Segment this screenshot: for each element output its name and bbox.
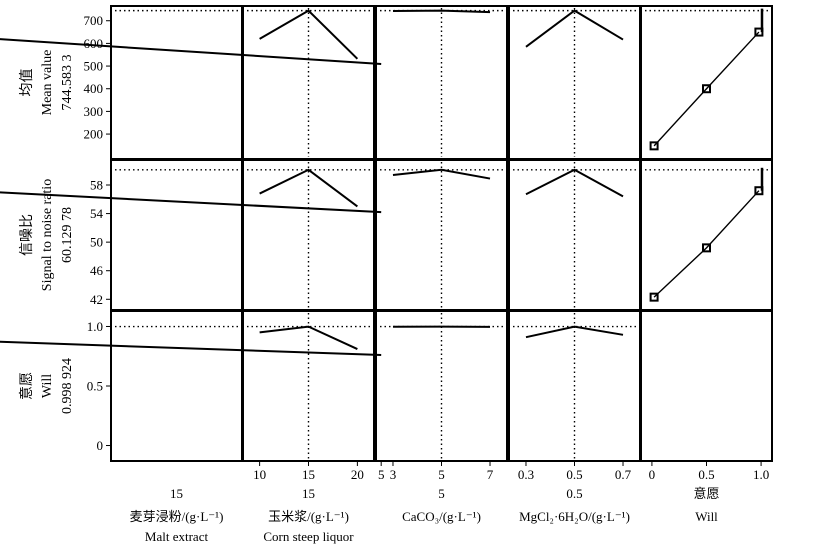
y-tick-label: 600 xyxy=(84,36,104,51)
panel-frame xyxy=(640,159,773,311)
will-handle-marker xyxy=(754,186,764,196)
row-label-cn: 意愿 xyxy=(18,372,35,400)
row-label-cn: 信噪比 xyxy=(19,214,35,256)
panel-frame xyxy=(508,5,641,160)
panel-frame xyxy=(640,310,773,462)
row-current-value: 744.583 3 xyxy=(60,55,75,111)
x-tick-label: 0.5 xyxy=(698,467,714,482)
x-tick-label: 1.0 xyxy=(753,467,769,482)
response-curve xyxy=(259,168,358,208)
row-label-cn: 均值 xyxy=(19,69,35,97)
column-label-cn: 麦芽浸粉/(g·L⁻¹) xyxy=(130,509,224,524)
row-label-en: Will xyxy=(40,374,55,398)
y-tick-label: 1.0 xyxy=(87,319,103,334)
will-desirability-line xyxy=(653,31,760,147)
response-curve xyxy=(392,9,491,14)
column-label-cn: MgCl₂·6H₂O/(g·L⁻¹) xyxy=(519,509,630,524)
x-tick-label: 5 xyxy=(378,467,385,482)
x-tick-label: 7 xyxy=(487,467,494,482)
x-tick-label: 15 xyxy=(302,467,315,482)
response-curve xyxy=(525,168,624,198)
response-curve xyxy=(259,325,358,351)
column-label-en: Malt extract xyxy=(145,529,209,544)
will-handle-marker xyxy=(649,292,659,302)
panel-frame xyxy=(110,159,243,311)
row-current-value: 0.998 924 xyxy=(60,358,75,414)
x-tick-label: 3 xyxy=(390,467,397,482)
x-tick-label: 0.3 xyxy=(518,467,534,482)
y-tick-label: 0.5 xyxy=(87,379,103,394)
response-curve xyxy=(0,340,382,357)
response-curve xyxy=(525,325,624,339)
y-tick-label: 400 xyxy=(84,81,104,96)
will-handle-marker xyxy=(649,141,659,151)
column-label-en: Corn steep liquor xyxy=(263,529,354,544)
will-handle-marker xyxy=(754,27,764,37)
y-tick-label: 0 xyxy=(97,438,104,453)
response-curve xyxy=(0,38,382,66)
will-handle-marker xyxy=(702,84,711,94)
y-tick-label: 700 xyxy=(84,13,104,28)
response-curve xyxy=(392,168,491,180)
panel-frame xyxy=(110,5,243,160)
column-label-cn: CaCO₃/(g·L⁻¹) xyxy=(402,509,481,524)
panel-frame xyxy=(110,310,243,462)
response-curve xyxy=(525,9,624,48)
column-current-setting: 意愿 xyxy=(693,486,719,501)
y-tick-label: 200 xyxy=(84,127,104,142)
x-tick-label: 5 xyxy=(438,467,445,482)
panel-frame xyxy=(640,5,773,160)
y-tick-label: 58 xyxy=(90,178,103,193)
panel-frame xyxy=(375,5,508,160)
column-current-setting: 15 xyxy=(302,486,315,501)
panel-frame xyxy=(242,5,375,160)
column-label-cn: 玉米浆/(g·L⁻¹) xyxy=(268,509,349,524)
response-curve xyxy=(0,191,382,214)
row-current-value: 60.129 78 xyxy=(60,207,75,263)
y-tick-label: 300 xyxy=(84,104,104,119)
y-tick-label: 500 xyxy=(84,59,104,74)
x-tick-label: 0.7 xyxy=(615,467,632,482)
column-label-cn: Will xyxy=(695,509,718,524)
response-curve xyxy=(259,9,359,60)
y-tick-label: 46 xyxy=(90,263,104,278)
x-tick-label: 0 xyxy=(649,467,656,482)
x-tick-label: 20 xyxy=(351,467,364,482)
y-tick-label: 50 xyxy=(90,235,103,250)
will-desirability-line xyxy=(653,190,760,298)
x-tick-label: 0.5 xyxy=(566,467,582,482)
column-current-setting: 15 xyxy=(170,486,183,501)
x-tick-label: 10 xyxy=(253,467,266,482)
row-label-en: Signal to noise ratio xyxy=(40,179,55,291)
y-tick-label: 54 xyxy=(90,206,104,221)
column-current-setting: 5 xyxy=(438,486,445,501)
row-label-en: Mean value xyxy=(40,50,55,116)
will-handle-marker xyxy=(702,243,711,253)
y-tick-label: 42 xyxy=(90,292,103,307)
column-current-setting: 0.5 xyxy=(566,486,582,501)
